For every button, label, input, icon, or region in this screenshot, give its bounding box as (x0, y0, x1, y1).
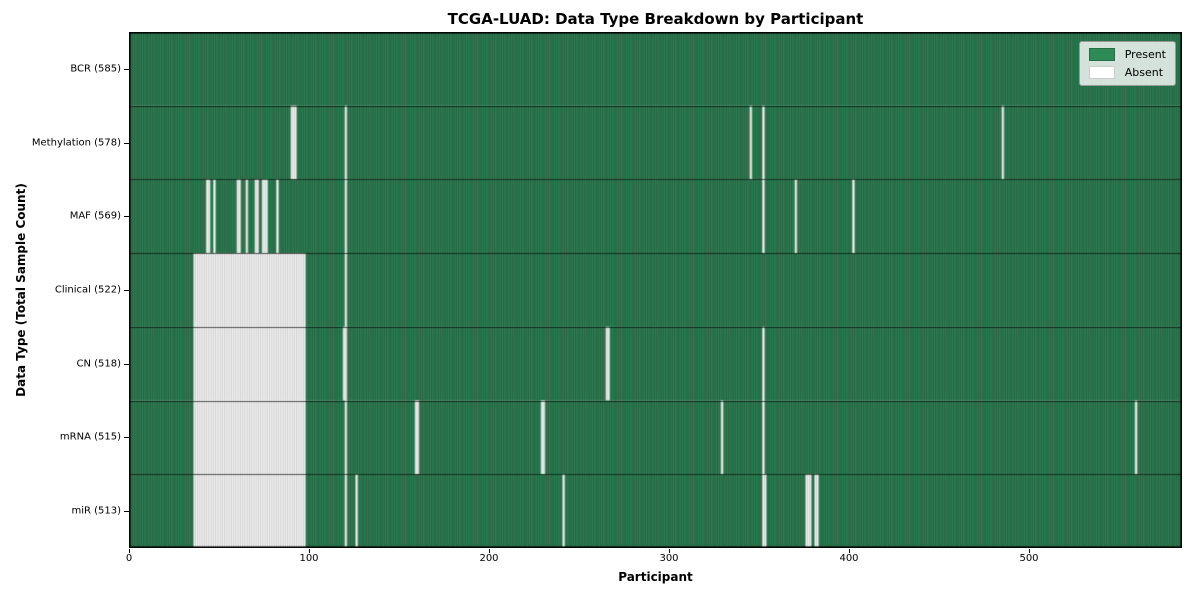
y-tick-mark (124, 290, 129, 291)
x-tick-label-300: 300 (659, 553, 679, 564)
x-axis-title: Participant (618, 570, 693, 584)
x-tick-mark (129, 549, 130, 553)
x-tick-mark (1029, 549, 1030, 553)
x-tick-mark (309, 549, 310, 553)
chart-title: TCGA-LUAD: Data Type Breakdown by Partic… (447, 10, 864, 28)
x-tick-mark (849, 549, 850, 553)
absent-swatch (1088, 66, 1115, 79)
present-swatch (1088, 48, 1115, 61)
legend-label-present: Present (1124, 48, 1166, 61)
x-tick-label-500: 500 (1019, 553, 1039, 564)
y-tick-label-maf: MAF (569) (69, 210, 121, 222)
y-tick-mark (124, 364, 129, 365)
x-tick-label-100: 100 (299, 553, 319, 564)
x-tick-mark (489, 549, 490, 553)
legend: Present Absent (1078, 41, 1176, 86)
legend-item-absent: Absent (1088, 66, 1166, 79)
x-tick-label-200: 200 (479, 553, 499, 564)
y-tick-mark (124, 511, 129, 512)
x-tick-label-400: 400 (839, 553, 859, 564)
heatmap-plot (129, 32, 1182, 548)
x-tick-mark (669, 549, 670, 553)
y-tick-label-bcr: BCR (585) (70, 63, 121, 75)
x-tick-label-0: 0 (125, 553, 133, 564)
y-tick-mark (124, 69, 129, 70)
y-tick-label-clinical: Clinical (522) (54, 284, 121, 296)
y-tick-label-mir: miR (513) (71, 505, 121, 517)
legend-label-absent: Absent (1124, 66, 1164, 79)
y-tick-mark (124, 143, 129, 144)
y-tick-label-mrna: mRNA (515) (59, 431, 121, 443)
y-tick-label-cn: CN (518) (76, 358, 121, 370)
legend-item-present: Present (1088, 48, 1166, 61)
y-tick-mark (124, 437, 129, 438)
y-tick-mark (124, 216, 129, 217)
y-tick-label-methylation: Methylation (578) (31, 137, 121, 149)
